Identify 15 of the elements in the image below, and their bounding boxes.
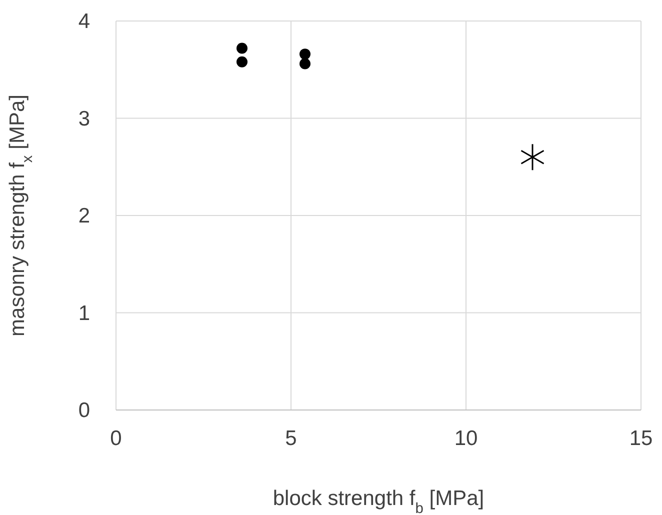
x-tick-label: 10 <box>454 427 478 450</box>
x-tick-label: 5 <box>285 427 297 450</box>
y-tick-label: 3 <box>78 107 90 130</box>
point <box>236 56 248 68</box>
point <box>300 48 310 60</box>
y-tick-label: 2 <box>78 204 90 228</box>
point <box>300 58 310 70</box>
point <box>520 143 545 171</box>
y-tick-label: 1 <box>78 302 90 325</box>
y-tick-label: 0 <box>78 399 90 422</box>
x-tick-label: 15 <box>629 427 653 450</box>
x-tick-label: 0 <box>110 427 122 450</box>
x-axis-title: block strength f$_{b}$ [MPa] <box>272 487 484 515</box>
point <box>236 42 248 54</box>
y-tick-label: 4 <box>78 10 90 33</box>
